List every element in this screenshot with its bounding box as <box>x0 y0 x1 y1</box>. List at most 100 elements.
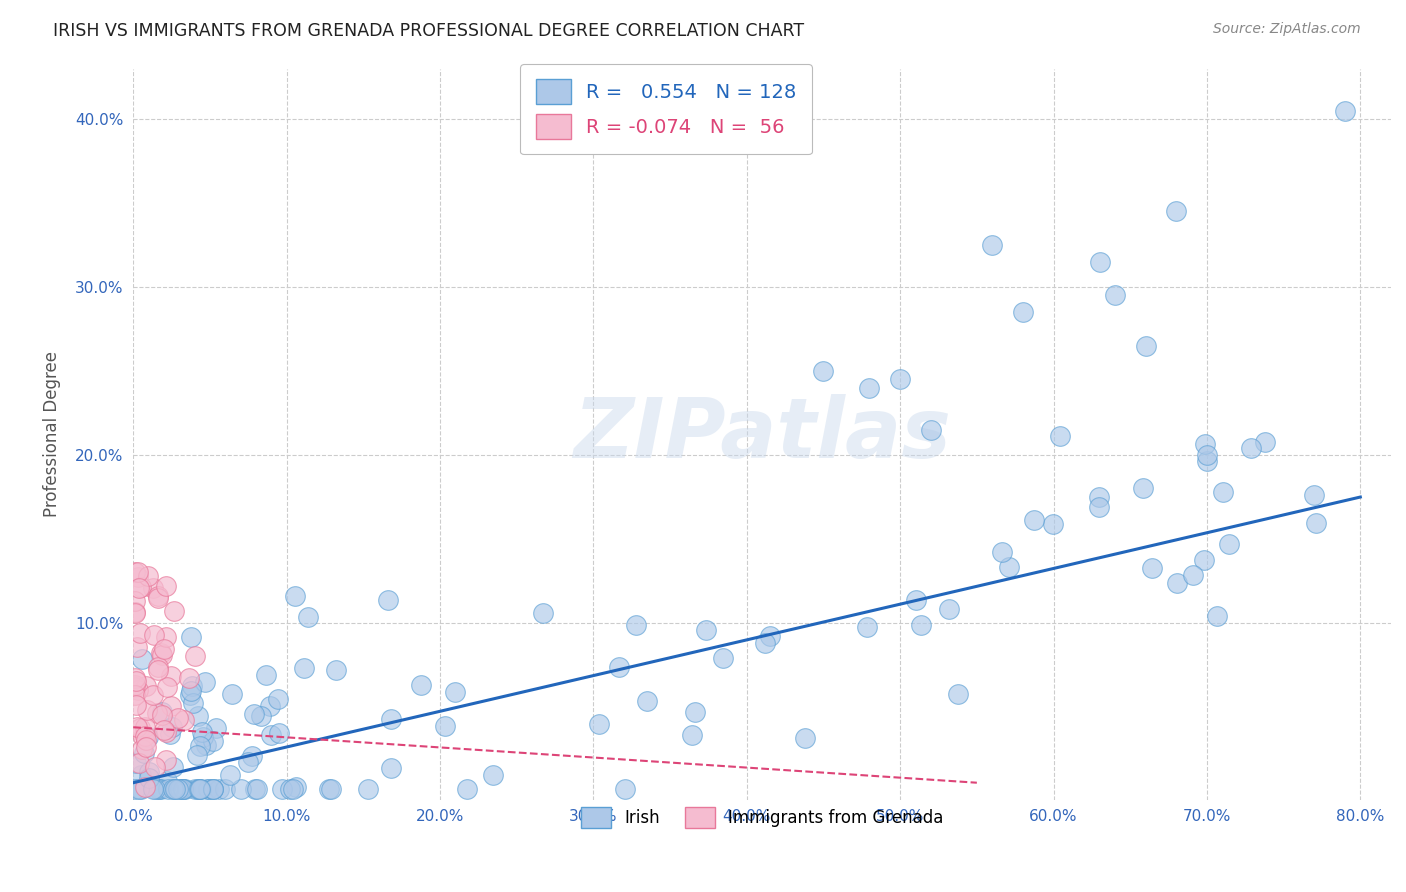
Point <box>1166 576 1188 591</box>
Point <box>143 782 166 797</box>
Point <box>181 696 204 710</box>
Point <box>134 729 156 743</box>
Point <box>1012 305 1035 319</box>
Point <box>150 705 173 719</box>
Point <box>1302 488 1324 502</box>
Point <box>624 618 647 632</box>
Point <box>138 764 160 779</box>
Point <box>156 774 179 789</box>
Point <box>155 579 177 593</box>
Point <box>134 780 156 795</box>
Point <box>186 747 208 762</box>
Point <box>155 630 177 644</box>
Point <box>207 782 229 797</box>
Point <box>181 679 204 693</box>
Point <box>433 719 456 733</box>
Point <box>1166 204 1188 219</box>
Point <box>377 593 399 607</box>
Point <box>188 782 211 797</box>
Point <box>142 688 165 702</box>
Point <box>173 714 195 728</box>
Point <box>152 642 174 657</box>
Point <box>607 659 630 673</box>
Point <box>444 685 467 699</box>
Point <box>125 674 148 689</box>
Point <box>794 731 817 745</box>
Point <box>179 688 201 702</box>
Point <box>1305 516 1327 531</box>
Point <box>135 739 157 754</box>
Point <box>127 565 149 579</box>
Point <box>191 730 214 744</box>
Point <box>124 671 146 685</box>
Point <box>162 760 184 774</box>
Point <box>172 782 194 797</box>
Point <box>172 782 194 797</box>
Point <box>260 728 283 742</box>
Point <box>297 610 319 624</box>
Point <box>1024 513 1046 527</box>
Point <box>184 649 207 664</box>
Point <box>858 381 880 395</box>
Point <box>129 782 152 797</box>
Point <box>135 679 157 693</box>
Point <box>159 668 181 682</box>
Point <box>948 687 970 701</box>
Point <box>380 712 402 726</box>
Point <box>1205 609 1227 624</box>
Point <box>221 688 243 702</box>
Point <box>910 618 932 632</box>
Point <box>138 772 160 786</box>
Point <box>636 694 658 708</box>
Point <box>1132 481 1154 495</box>
Point <box>205 721 228 735</box>
Point <box>190 782 212 797</box>
Point <box>240 748 263 763</box>
Point <box>160 698 183 713</box>
Point <box>1049 429 1071 443</box>
Point <box>280 782 302 797</box>
Point <box>146 782 169 797</box>
Point <box>1135 339 1157 353</box>
Point <box>613 782 636 797</box>
Point <box>129 626 152 640</box>
Point <box>152 723 174 738</box>
Point <box>136 569 159 583</box>
Point <box>128 721 150 735</box>
Point <box>124 688 146 702</box>
Point <box>1088 254 1111 268</box>
Text: ZIPatlas: ZIPatlas <box>574 393 950 475</box>
Point <box>127 570 149 584</box>
Point <box>155 753 177 767</box>
Point <box>245 782 267 797</box>
Point <box>904 592 927 607</box>
Point <box>162 782 184 797</box>
Point <box>149 646 172 660</box>
Point <box>127 640 149 655</box>
Point <box>136 730 159 744</box>
Point <box>856 620 879 634</box>
Point <box>142 782 165 797</box>
Point <box>284 589 307 603</box>
Point <box>125 720 148 734</box>
Point <box>150 708 173 723</box>
Point <box>1212 485 1234 500</box>
Point <box>187 709 209 723</box>
Point <box>201 782 224 797</box>
Point <box>150 648 173 663</box>
Point <box>145 706 167 720</box>
Point <box>231 782 253 797</box>
Point <box>159 727 181 741</box>
Point <box>202 782 225 797</box>
Point <box>267 726 290 740</box>
Point <box>197 782 219 797</box>
Point <box>146 663 169 677</box>
Point <box>142 582 165 596</box>
Point <box>238 756 260 770</box>
Point <box>214 782 236 797</box>
Point <box>920 423 942 437</box>
Point <box>124 593 146 607</box>
Point <box>179 671 201 685</box>
Point <box>128 756 150 770</box>
Point <box>124 606 146 620</box>
